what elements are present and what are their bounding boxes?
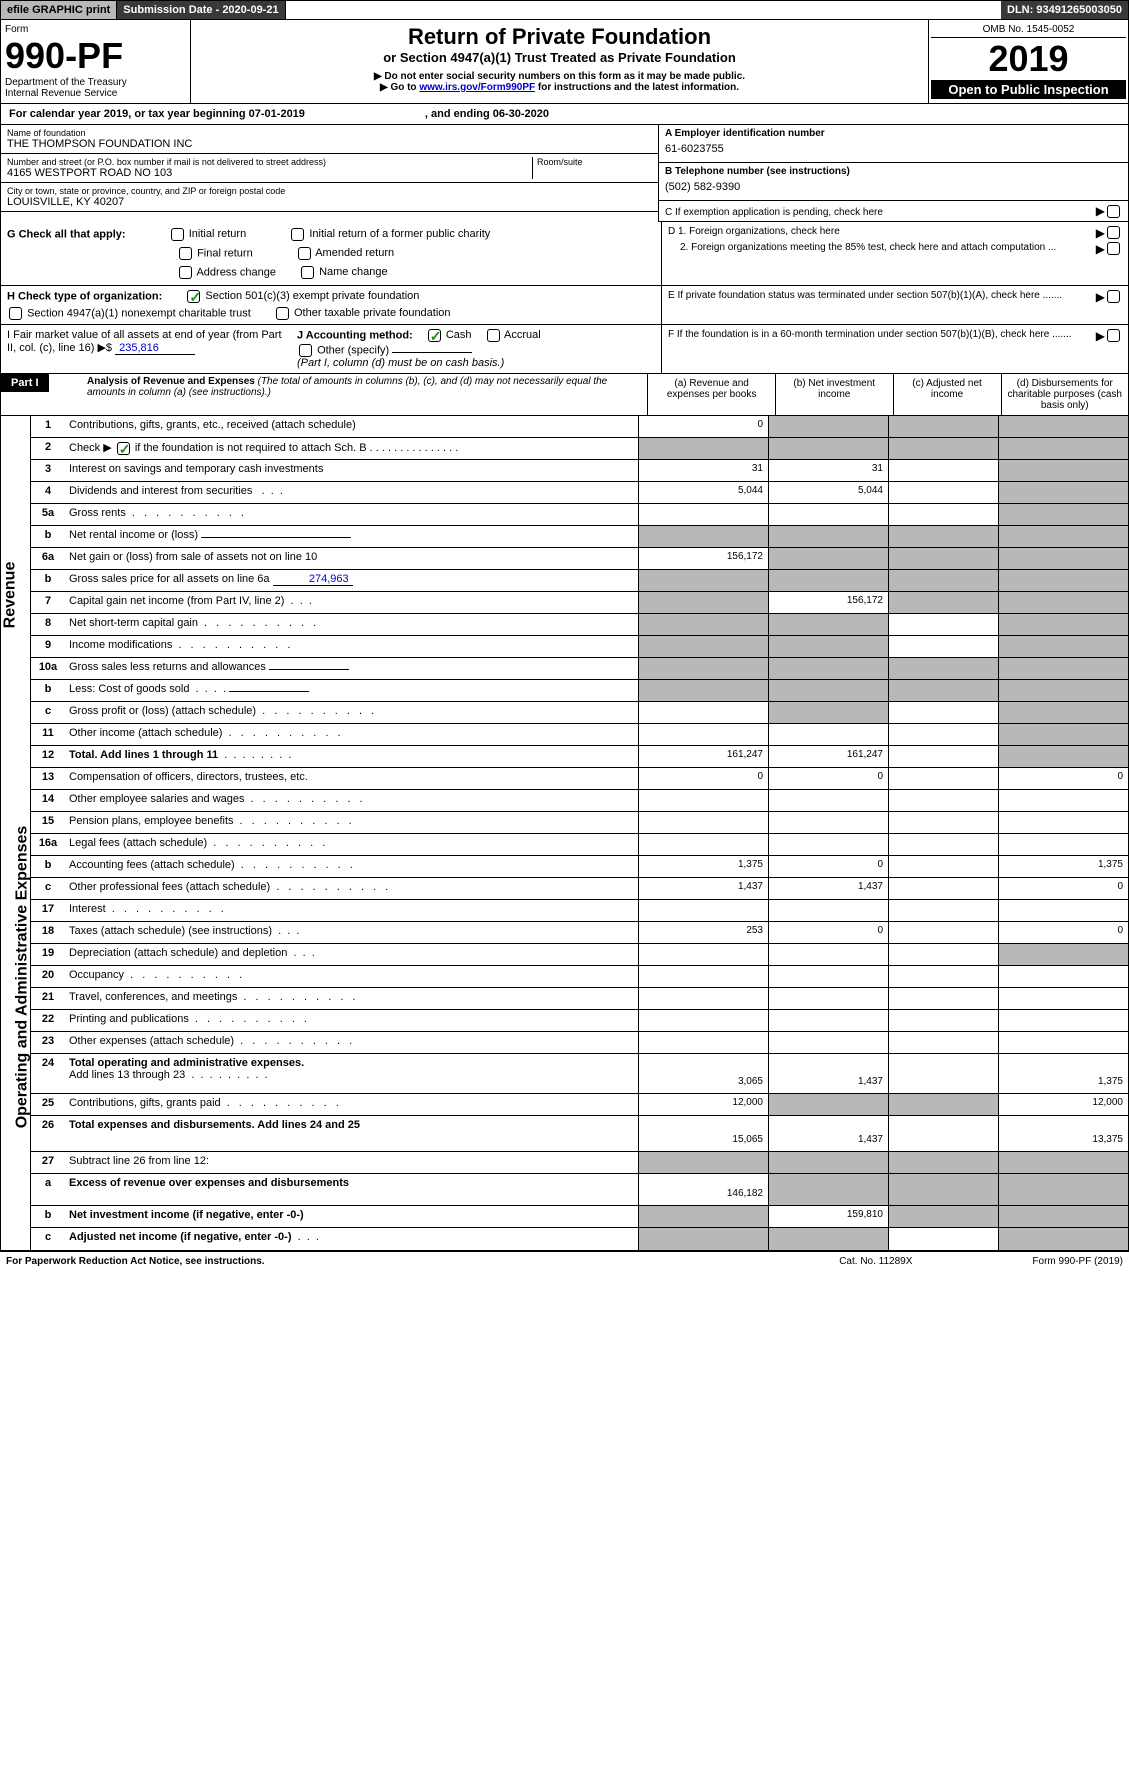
f-cb[interactable] [1107, 329, 1120, 342]
efile-label: efile GRAPHIC print [1, 1, 117, 19]
revenue-vlabel: Revenue [1, 562, 19, 629]
h-label: H Check type of organization: [7, 290, 162, 302]
footer-form: Form 990-PF (2019) [1032, 1256, 1123, 1267]
warning2: ▶ Go to www.irs.gov/Form990PF for instru… [199, 82, 920, 93]
expenses-vlabel: Operating and Administrative Expenses [13, 826, 31, 1129]
j-label: J Accounting method: [297, 329, 413, 341]
address-change-cb[interactable] [179, 266, 192, 279]
name-change-cb[interactable] [301, 266, 314, 279]
ij-row: I Fair market value of all assets at end… [0, 325, 1129, 374]
schb-cb[interactable] [117, 442, 130, 455]
col-c-hdr: (c) Adjusted net income [893, 374, 1001, 415]
footer-cat: Cat. No. 11289X [839, 1256, 912, 1267]
submission-date: Submission Date - 2020-09-21 [117, 1, 285, 19]
foundation-name: THE THOMPSON FOUNDATION INC [7, 138, 652, 150]
g-check-row: G Check all that apply: Initial return I… [0, 222, 1129, 286]
other-taxable-cb[interactable] [276, 307, 289, 320]
g-label: G Check all that apply: [7, 228, 126, 240]
tax-year: 2019 [931, 38, 1126, 80]
final-return-cb[interactable] [179, 247, 192, 260]
other-method-cb[interactable] [299, 344, 312, 357]
city-label: City or town, state or province, country… [7, 186, 652, 196]
irs-link[interactable]: www.irs.gov/Form990PF [419, 82, 535, 93]
initial-former-cb[interactable] [291, 228, 304, 241]
initial-return-cb[interactable] [171, 228, 184, 241]
d1-cb[interactable] [1107, 226, 1120, 239]
open-public: Open to Public Inspection [931, 80, 1126, 99]
part1-title: Analysis of Revenue and Expenses [87, 376, 255, 387]
expenses-table: Operating and Administrative Expenses 13… [0, 768, 1129, 1251]
f-label: F If the foundation is in a 60-month ter… [668, 329, 1096, 369]
s4947-cb[interactable] [9, 307, 22, 320]
dln: DLN: 93491265003050 [1001, 1, 1128, 19]
h-row: H Check type of organization: Section 50… [0, 286, 1129, 325]
entity-info: Name of foundation THE THOMPSON FOUNDATI… [0, 125, 1129, 222]
city-state-zip: LOUISVILLE, KY 40207 [7, 196, 652, 208]
name-label: Name of foundation [7, 128, 652, 138]
j-note: (Part I, column (d) must be on cash basi… [297, 357, 655, 369]
cash-cb[interactable] [428, 329, 441, 342]
dept: Department of the Treasury [5, 77, 186, 88]
form-header: Form 990-PF Department of the Treasury I… [0, 20, 1129, 104]
e-cb[interactable] [1107, 290, 1120, 303]
page-footer: For Paperwork Reduction Act Notice, see … [0, 1251, 1129, 1271]
col-b-hdr: (b) Net investment income [775, 374, 893, 415]
c-checkbox[interactable] [1107, 205, 1120, 218]
omb: OMB No. 1545-0052 [931, 22, 1126, 38]
part1-header: Part I Analysis of Revenue and Expenses … [0, 374, 1129, 416]
irs: Internal Revenue Service [5, 88, 186, 99]
form-subtitle: or Section 4947(a)(1) Trust Treated as P… [199, 50, 920, 65]
room-label: Room/suite [537, 157, 652, 167]
c-label: C If exemption application is pending, c… [665, 207, 1096, 218]
col-d-hdr: (d) Disbursements for charitable purpose… [1001, 374, 1129, 415]
addr-label: Number and street (or P.O. box number if… [7, 157, 532, 167]
telephone: (502) 582-9390 [665, 177, 1122, 197]
e-label: E If private foundation status was termi… [668, 290, 1096, 320]
accrual-cb[interactable] [487, 329, 500, 342]
s501-cb[interactable] [187, 290, 200, 303]
ein-label: A Employer identification number [665, 128, 1122, 139]
calendar-year-row: For calendar year 2019, or tax year begi… [0, 104, 1129, 125]
amended-cb[interactable] [298, 247, 311, 260]
top-bar: efile GRAPHIC print Submission Date - 20… [0, 0, 1129, 20]
form-title: Return of Private Foundation [199, 24, 920, 50]
part1-label: Part I [1, 374, 49, 392]
form-number: 990-PF [5, 35, 186, 77]
footer-left: For Paperwork Reduction Act Notice, see … [6, 1256, 839, 1267]
warning1: ▶ Do not enter social security numbers o… [199, 71, 920, 82]
col-a-hdr: (a) Revenue and expenses per books [647, 374, 775, 415]
revenue-table: Revenue 1Contributions, gifts, grants, e… [0, 416, 1129, 768]
ein: 61-6023755 [665, 139, 1122, 159]
tel-label: B Telephone number (see instructions) [665, 166, 1122, 177]
d2-cb[interactable] [1107, 242, 1120, 255]
i-value: 235,816 [115, 342, 195, 355]
street-address: 4165 WESTPORT ROAD NO 103 [7, 167, 532, 179]
form-label: Form [5, 24, 186, 35]
